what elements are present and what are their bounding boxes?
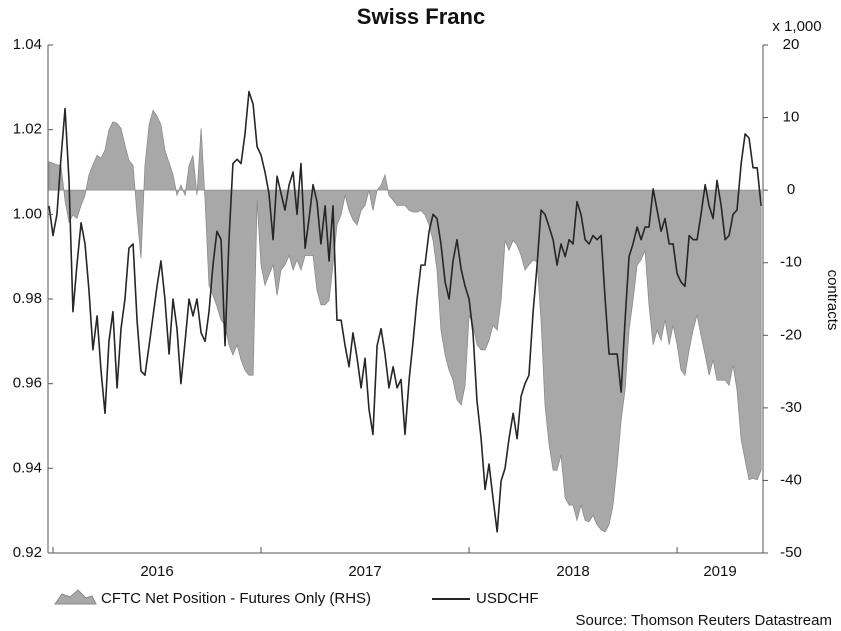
y2-tick-label: -50: [780, 544, 802, 561]
y2-tick-label: 0: [787, 181, 795, 198]
line: [48, 90, 762, 533]
y2-tick-label: 10: [783, 109, 800, 126]
legend-swatch-area: [54, 589, 97, 605]
legend-label: USDCHF: [476, 590, 539, 607]
y2-tick-label: 20: [783, 36, 800, 53]
x-tick-label: 2016: [140, 563, 173, 580]
y2-tick-label: -10: [780, 254, 802, 271]
legend-label: CFTC Net Position - Futures Only (RHS): [101, 590, 371, 607]
y-tick-label: 1.02: [13, 121, 42, 138]
plot-area: [48, 90, 762, 533]
y-tick-label: 0.92: [13, 544, 42, 561]
source: Source: Thomson Reuters Datastream: [575, 612, 832, 629]
y-tick-label: 1.00: [13, 205, 42, 222]
y-tick-label: 0.98: [13, 290, 42, 307]
y-tick-label: 0.94: [13, 459, 42, 476]
y2-tick-label: -20: [780, 326, 802, 343]
area: [48, 109, 762, 533]
y-tick-label: 1.04: [13, 36, 42, 53]
y2-unit: x 1,000: [772, 18, 821, 35]
y2-axis-label: contracts: [824, 270, 841, 331]
chart-title: Swiss Franc: [357, 4, 485, 29]
x-tick-label: 2017: [348, 563, 381, 580]
y2-tick-label: -40: [780, 471, 802, 488]
x-tick-label: 2018: [556, 563, 589, 580]
y-tick-label: 0.96: [13, 375, 42, 392]
y2-tick-label: -30: [780, 399, 802, 416]
x-tick-label: 2019: [703, 563, 736, 580]
